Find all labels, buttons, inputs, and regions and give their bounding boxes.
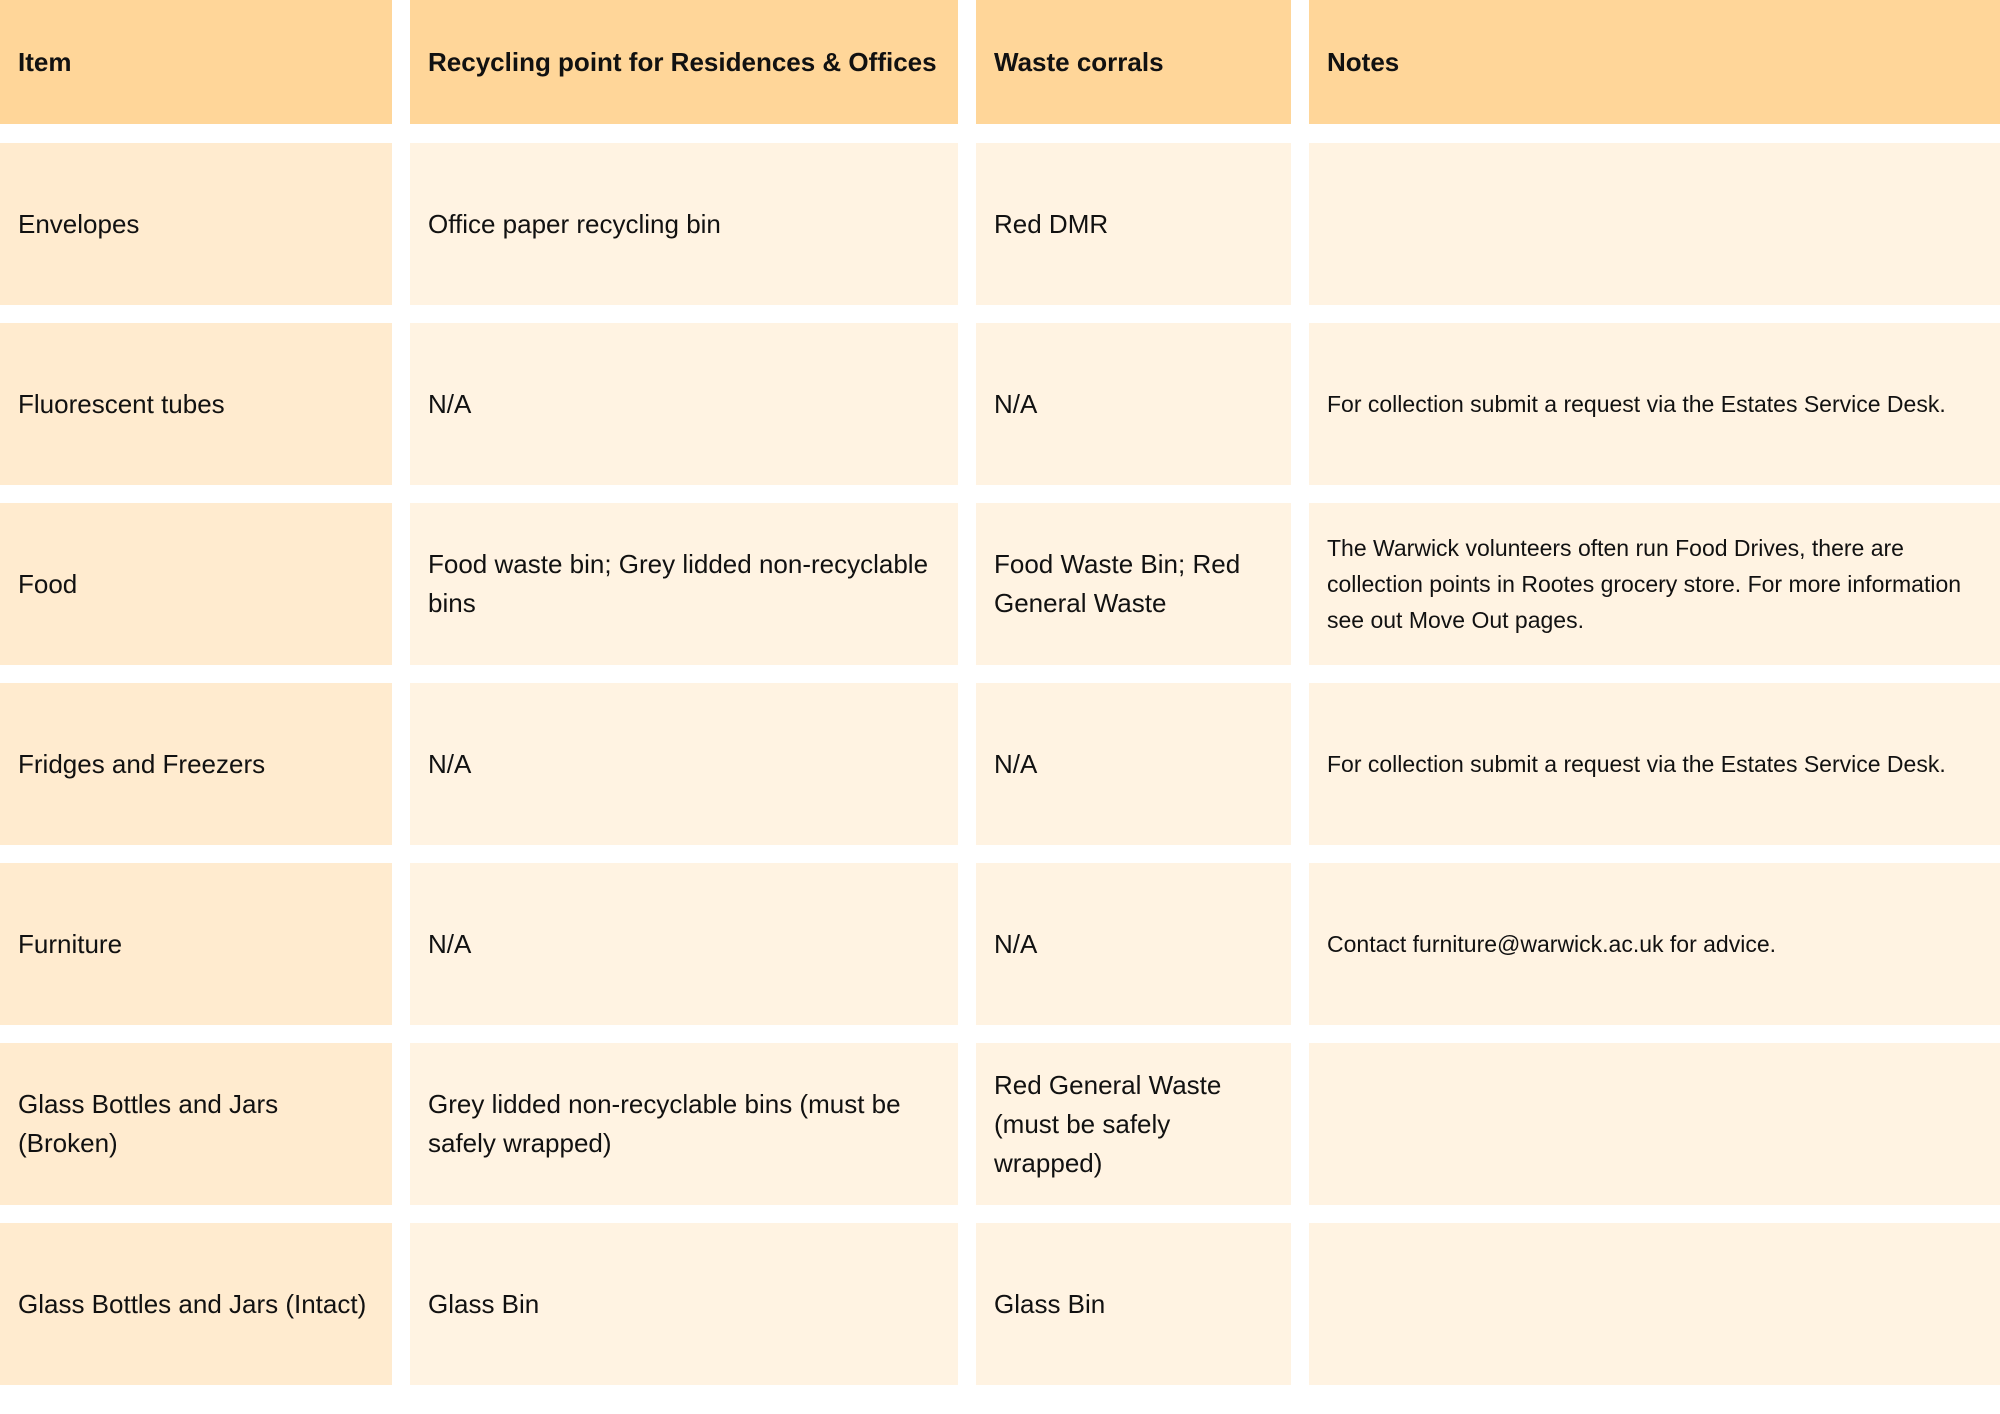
recycling-table: Item Recycling point for Residences & Off… bbox=[0, 0, 2000, 1385]
cell-notes bbox=[1309, 1223, 2000, 1385]
cell-item: Glass Bottles and Jars (Broken) bbox=[0, 1043, 392, 1205]
cell-waste-corrals: Red DMR bbox=[976, 143, 1291, 305]
header-notes: Notes bbox=[1309, 0, 2000, 124]
cell-recycling-point: Office paper recycling bin bbox=[410, 143, 958, 305]
cell-notes: For collection submit a request via the … bbox=[1309, 323, 2000, 485]
cell-waste-corrals: N/A bbox=[976, 683, 1291, 845]
header-recycling-point: Recycling point for Residences & Offices bbox=[410, 0, 958, 124]
cell-waste-corrals: Glass Bin bbox=[976, 1223, 1291, 1385]
cell-item: Envelopes bbox=[0, 143, 392, 305]
cell-item: Glass Bottles and Jars (Intact) bbox=[0, 1223, 392, 1385]
cell-item: Fridges and Freezers bbox=[0, 683, 392, 845]
cell-item: Food bbox=[0, 503, 392, 665]
cell-recycling-point: N/A bbox=[410, 683, 958, 845]
cell-recycling-point: Grey lidded non-recyclable bins (must be… bbox=[410, 1043, 958, 1205]
header-item: Item bbox=[0, 0, 392, 124]
cell-notes: The Warwick volunteers often run Food Dr… bbox=[1309, 503, 2000, 665]
cell-recycling-point: N/A bbox=[410, 323, 958, 485]
cell-notes bbox=[1309, 1043, 2000, 1205]
cell-recycling-point: Food waste bin; Grey lidded non-recyclab… bbox=[410, 503, 958, 665]
cell-recycling-point: Glass Bin bbox=[410, 1223, 958, 1385]
cell-item: Furniture bbox=[0, 863, 392, 1025]
cell-item: Fluorescent tubes bbox=[0, 323, 392, 485]
cell-waste-corrals: Red General Waste (must be safely wrappe… bbox=[976, 1043, 1291, 1205]
cell-notes bbox=[1309, 143, 2000, 305]
cell-waste-corrals: Food Waste Bin; Red General Waste bbox=[976, 503, 1291, 665]
cell-waste-corrals: N/A bbox=[976, 323, 1291, 485]
header-waste-corrals: Waste corrals bbox=[976, 0, 1291, 124]
cell-notes: For collection submit a request via the … bbox=[1309, 683, 2000, 845]
cell-waste-corrals: N/A bbox=[976, 863, 1291, 1025]
cell-recycling-point: N/A bbox=[410, 863, 958, 1025]
cell-notes: Contact furniture@warwick.ac.uk for advi… bbox=[1309, 863, 2000, 1025]
